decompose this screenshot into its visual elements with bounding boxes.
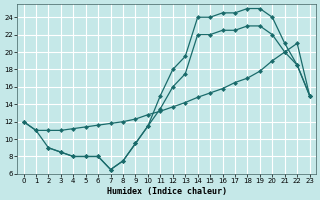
X-axis label: Humidex (Indice chaleur): Humidex (Indice chaleur) [107, 187, 227, 196]
